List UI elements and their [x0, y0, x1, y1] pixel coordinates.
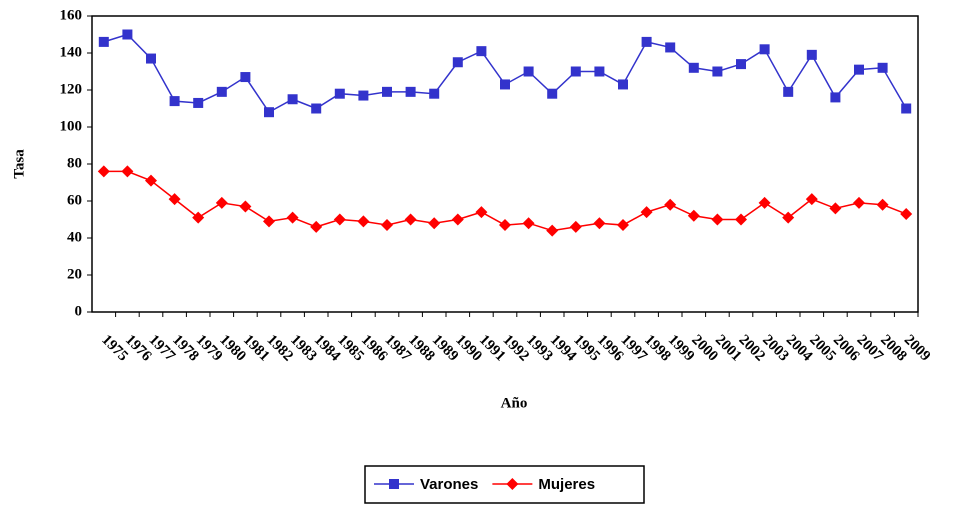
data-point	[122, 29, 133, 40]
data-point	[428, 217, 441, 230]
data-point	[830, 92, 841, 103]
y-tick-label: 80	[67, 155, 82, 171]
data-point	[593, 217, 606, 230]
data-point	[736, 59, 746, 70]
data-point	[876, 198, 889, 211]
data-point	[759, 44, 770, 55]
data-point	[829, 202, 842, 215]
data-point	[688, 62, 699, 73]
data-point	[382, 86, 392, 97]
data-point	[758, 196, 771, 209]
data-point	[735, 213, 747, 226]
data-point	[239, 200, 252, 213]
y-tick-label: 120	[60, 81, 83, 97]
data-point	[404, 213, 417, 226]
plot-area	[91, 15, 919, 313]
y-tick-label: 160	[60, 7, 83, 23]
data-point	[429, 88, 440, 99]
data-point	[783, 86, 794, 97]
legend-label: Varones	[420, 476, 478, 493]
data-point	[121, 165, 134, 178]
x-tick-label: 1975	[98, 332, 131, 365]
data-point	[782, 211, 795, 224]
data-point	[712, 66, 723, 77]
data-point	[499, 219, 511, 232]
data-point	[854, 64, 864, 75]
data-point	[263, 215, 275, 228]
data-point	[476, 46, 487, 57]
data-point	[310, 220, 323, 233]
data-point	[97, 165, 110, 178]
data-point	[216, 86, 227, 97]
data-point	[311, 103, 322, 114]
data-point	[357, 215, 370, 228]
y-tick-label: 20	[67, 266, 82, 282]
data-point	[569, 220, 582, 233]
data-point	[334, 88, 345, 99]
data-point	[405, 86, 416, 97]
data-point	[570, 66, 581, 77]
data-point	[877, 62, 888, 73]
legend-label: Mujeres	[538, 476, 595, 493]
data-point	[287, 94, 298, 105]
data-point	[594, 66, 605, 77]
data-point	[475, 206, 488, 219]
data-point	[169, 96, 180, 107]
y-axis-title: Tasa	[11, 149, 27, 179]
data-point	[168, 193, 181, 206]
data-point	[358, 90, 369, 101]
data-point	[451, 213, 464, 226]
data-point	[286, 211, 299, 224]
legend-marker	[506, 478, 519, 490]
x-axis-title: Año	[501, 395, 528, 411]
data-point	[333, 213, 346, 226]
data-point	[192, 211, 205, 224]
data-point	[664, 198, 677, 211]
y-tick-label: 0	[75, 303, 83, 319]
data-point	[193, 97, 204, 108]
data-point	[522, 217, 535, 230]
y-tick-label: 140	[60, 44, 83, 60]
data-point	[240, 72, 251, 83]
data-point	[264, 107, 274, 118]
series-line	[103, 33, 907, 114]
data-point	[901, 103, 912, 114]
data-point	[641, 36, 652, 47]
data-point	[900, 207, 913, 220]
data-point	[500, 79, 510, 90]
data-point	[687, 209, 700, 222]
data-point	[618, 79, 628, 90]
y-tick-label: 40	[67, 229, 82, 245]
data-point	[547, 88, 558, 99]
legend-marker	[389, 479, 399, 489]
data-point	[146, 53, 156, 64]
data-point	[665, 42, 676, 53]
data-point	[617, 219, 629, 232]
data-point	[805, 193, 818, 206]
data-point	[523, 66, 534, 77]
data-point	[853, 196, 865, 209]
data-point	[711, 213, 724, 226]
data-point	[452, 57, 463, 68]
y-tick-label: 60	[67, 192, 82, 208]
data-point	[546, 224, 559, 237]
y-tick-label: 100	[60, 118, 83, 134]
data-point	[640, 206, 653, 219]
data-point	[215, 196, 228, 209]
data-point	[145, 174, 157, 187]
data-point	[381, 219, 393, 232]
data-point	[98, 36, 109, 47]
data-point	[806, 49, 817, 60]
